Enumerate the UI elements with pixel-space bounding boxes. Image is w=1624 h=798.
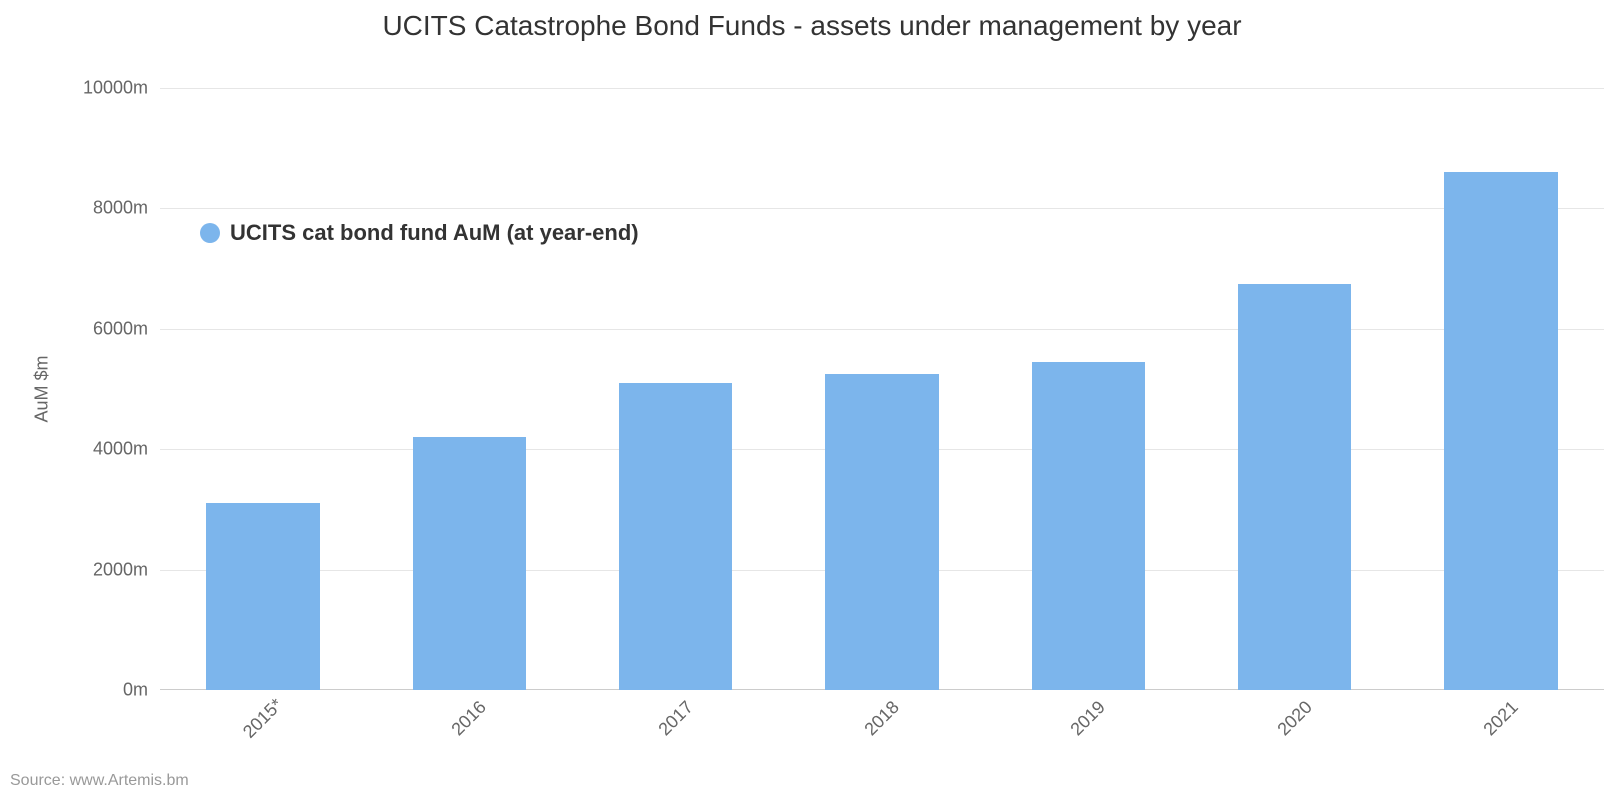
chart-container: UCITS Catastrophe Bond Funds - assets un… — [0, 0, 1624, 798]
plot-area: 0m2000m4000m6000m8000m10000m2015*2016201… — [160, 88, 1604, 690]
gridline — [160, 208, 1604, 209]
y-tick-label: 0m — [123, 680, 160, 701]
bar[interactable] — [413, 437, 526, 690]
x-tick-label: 2019 — [1067, 697, 1110, 740]
x-tick-label: 2016 — [448, 697, 491, 740]
legend[interactable]: UCITS cat bond fund AuM (at year-end) — [200, 220, 639, 246]
bar[interactable] — [206, 503, 319, 690]
bar[interactable] — [1032, 362, 1145, 690]
x-tick-label: 2017 — [654, 697, 697, 740]
gridline — [160, 329, 1604, 330]
x-tick-label: 2021 — [1479, 697, 1522, 740]
x-tick-label: 2015* — [239, 694, 287, 742]
legend-marker-icon — [200, 223, 220, 243]
x-tick-label: 2020 — [1273, 697, 1316, 740]
gridline — [160, 88, 1604, 89]
bar[interactable] — [1444, 172, 1557, 690]
bar[interactable] — [825, 374, 938, 690]
source-credit: Source: www.Artemis.bm — [10, 772, 189, 790]
bar[interactable] — [619, 383, 732, 690]
y-axis-title: AuM $m — [32, 355, 53, 422]
x-tick-label: 2018 — [860, 697, 903, 740]
y-tick-label: 8000m — [93, 198, 160, 219]
y-tick-label: 6000m — [93, 318, 160, 339]
chart-title: UCITS Catastrophe Bond Funds - assets un… — [0, 10, 1624, 42]
y-tick-label: 4000m — [93, 439, 160, 460]
legend-label: UCITS cat bond fund AuM (at year-end) — [230, 220, 639, 246]
bar[interactable] — [1238, 284, 1351, 690]
y-tick-label: 2000m — [93, 559, 160, 580]
y-tick-label: 10000m — [83, 78, 160, 99]
